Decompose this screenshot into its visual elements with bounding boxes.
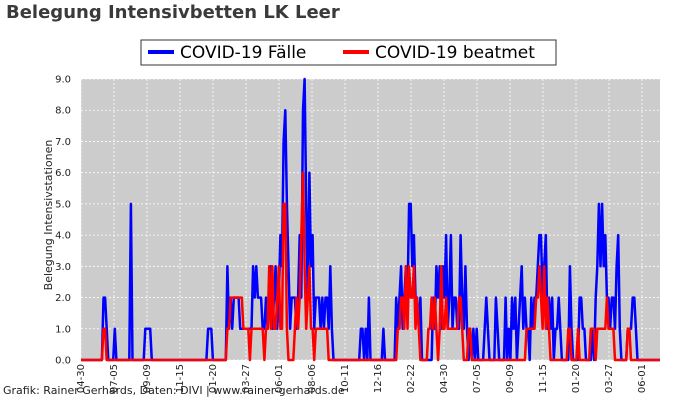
x-tick-label: 07-05	[109, 364, 120, 393]
x-tick-label: 03-27	[241, 364, 252, 393]
x-tick-label: 11-15	[538, 364, 549, 393]
x-tick-label: 03-27	[604, 364, 615, 393]
x-tick-label: 04-30	[439, 364, 450, 393]
x-tick-label: 01-20	[208, 364, 219, 393]
footer-credit: Grafik: Rainer Gerhards, Daten: DIVI | w…	[3, 384, 345, 397]
x-tick-label: 09-09	[505, 364, 516, 393]
y-tick-label: 7.0	[55, 137, 71, 148]
y-tick-label: 6.0	[55, 168, 71, 179]
legend: COVID-19 Fälle COVID-19 beatmet	[140, 39, 557, 66]
y-tick-label: 1.0	[55, 324, 71, 335]
x-tick-label: 12-16	[373, 364, 384, 393]
x-tick-label: 07-05	[472, 364, 483, 393]
y-tick-label: 5.0	[55, 199, 71, 210]
x-tick-label: 06-01	[274, 364, 285, 393]
chart-title: Belegung Intensivbetten LK Leer	[6, 2, 340, 23]
x-axis: 04-30 07-05 09-09 11-15 01-20 03-27 06-01 08-06…	[76, 364, 648, 393]
y-tick-label: 4.0	[55, 231, 71, 242]
y-axis: 0.0 1.0 2.0 3.0 4.0 5.0 6.0 7.0 8.0 9.0	[55, 75, 71, 367]
series-group	[81, 77, 660, 362]
y-tick-label: 8.0	[55, 106, 71, 117]
y-tick-label: 9.0	[55, 75, 71, 86]
x-tick-label: 11-15	[175, 364, 186, 393]
x-tick-label: 04-30	[76, 364, 87, 393]
y-tick-label: 0.0	[55, 356, 71, 367]
x-tick-label: 01-20	[571, 364, 582, 393]
x-tick-label: 02-22	[406, 364, 417, 393]
series-line-beatmet	[81, 171, 660, 362]
y-tick-label: 3.0	[55, 262, 71, 273]
x-tick-label: 08-06	[307, 364, 318, 393]
y-tick-label: 2.0	[55, 293, 71, 304]
legend-label-beatmet: COVID-19 beatmet	[375, 43, 535, 63]
x-tick-label: 09-09	[142, 364, 153, 393]
legend-label-faelle: COVID-19 Fälle	[180, 43, 306, 63]
x-tick-label: 06-01	[637, 364, 648, 393]
x-tick-label: 10-11	[340, 364, 351, 393]
y-axis-title: Belegung Intensivstationen	[42, 140, 55, 291]
